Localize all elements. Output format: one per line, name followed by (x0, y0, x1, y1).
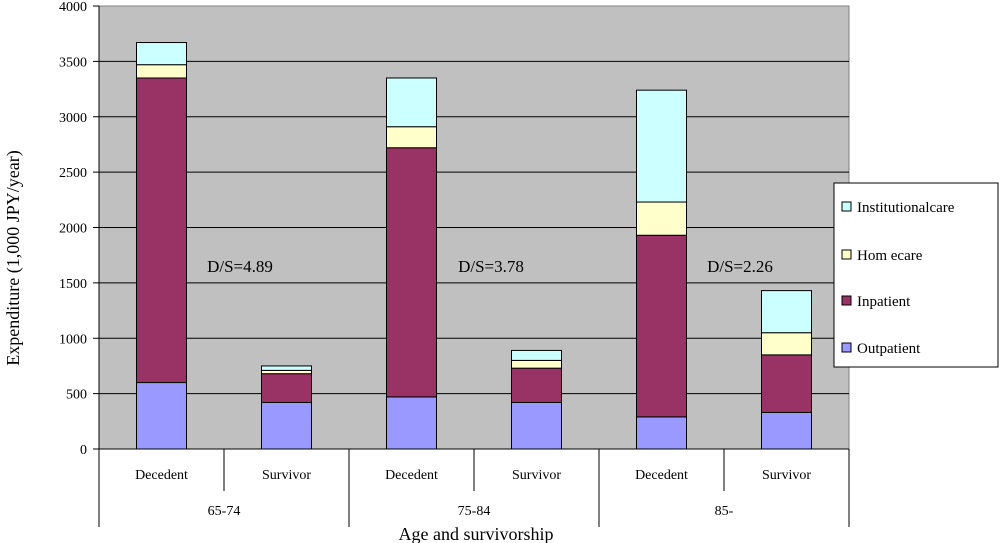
bar-segment-institutionalcare (511, 349, 562, 361)
y-axis-title: Expenditure (1,000 JPY/year) (3, 150, 24, 365)
bar-segment-inpatient (761, 354, 812, 413)
x-axis-title: Age and survivorship (399, 524, 554, 543)
x-axis: Decedent Survivor Decedent Survivor Decedent… (98, 448, 850, 527)
x-group-label: 85- (715, 504, 734, 519)
bar-segment-institutionalcare (761, 290, 812, 334)
bar-segment-outpatient (386, 396, 437, 450)
x-category-label: Decedent (135, 468, 188, 483)
bar-segment-outpatient (261, 401, 312, 450)
legend: Institutionalcare Hom ecare Inpatient Outpa… (833, 182, 999, 368)
y-tick-label: 500 (66, 388, 87, 403)
legend-swatch (841, 201, 852, 212)
ds-ratio-annotation: D/S=2.26 (707, 257, 773, 276)
bar-segment-outpatient (136, 382, 187, 450)
y-tick-label: 0 (80, 443, 87, 458)
x-category-label: Decedent (635, 468, 688, 483)
gridlines (99, 60, 849, 395)
ds-ratio-annotation: D/S=3.78 (458, 257, 524, 276)
x-category-label: Decedent (385, 468, 438, 483)
bar-segment-outpatient (636, 416, 687, 450)
bar-segment-homecare (761, 332, 812, 356)
x-category-label: Survivor (262, 468, 311, 483)
legend-label: Outpatient (857, 341, 921, 357)
bar-segment-homecare (386, 126, 437, 149)
bar-segment-inpatient (136, 77, 187, 384)
y-tick-label: 2000 (59, 222, 87, 237)
legend-label: Institutionalcare (857, 200, 955, 216)
bar-segment-inpatient (386, 147, 437, 398)
bar-segment-institutionalcare (261, 365, 312, 371)
y-tick-label: 3500 (59, 55, 87, 70)
bar-segment-institutionalcare (136, 42, 187, 66)
legend-box (833, 182, 999, 368)
x-group-label: 65-74 (208, 504, 241, 519)
bar-segment-inpatient (636, 234, 687, 418)
ds-ratio-annotation: D/S=4.89 (207, 257, 273, 276)
legend-swatch (841, 249, 852, 260)
x-group-label: 75-84 (458, 504, 491, 519)
x-category-label: Survivor (512, 468, 561, 483)
bar-segment-institutionalcare (636, 89, 687, 203)
x-category-label: Survivor (762, 468, 811, 483)
y-tick-label: 1000 (59, 332, 87, 347)
bar-segment-homecare (636, 201, 687, 236)
y-tick-label: 2500 (59, 166, 87, 181)
legend-label: Inpatient (857, 294, 911, 310)
y-tick-label: 3000 (59, 111, 87, 126)
bar-segment-homecare (511, 359, 562, 369)
bars (136, 42, 812, 450)
y-tick-label: 4000 (59, 0, 87, 15)
bar-segment-inpatient (261, 373, 312, 403)
legend-label: Hom ecare (857, 248, 923, 264)
legend-swatch (841, 342, 852, 353)
bar-segment-outpatient (511, 401, 562, 450)
annotations: D/S=4.89 D/S=3.78 D/S=2.26 (207, 257, 773, 276)
y-tick-label: 1500 (59, 277, 87, 292)
bar-segment-outpatient (761, 411, 812, 450)
bar-segment-inpatient (511, 367, 562, 403)
y-axis: 0 500 1000 1500 2000 2500 3000 3500 4000 (59, 0, 100, 458)
legend-swatch (841, 295, 852, 306)
bar-segment-homecare (136, 64, 187, 79)
bar-segment-institutionalcare (386, 77, 437, 128)
